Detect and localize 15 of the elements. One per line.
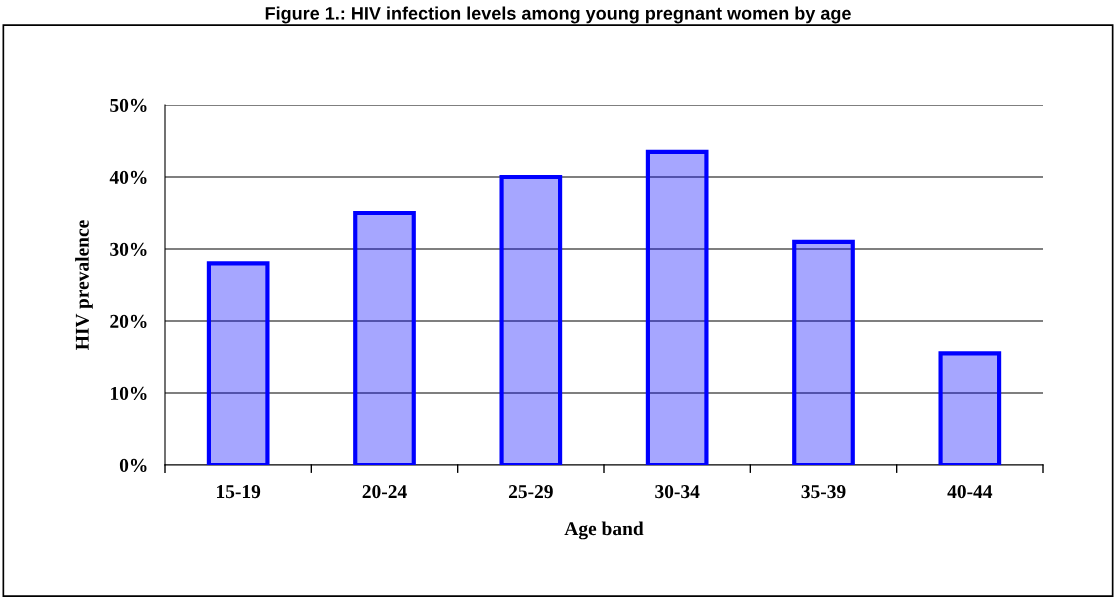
x-tick-label: 35-39 [801, 485, 846, 499]
x-tick-label: 40-44 [947, 485, 993, 499]
y-tick-label: 10% [111, 386, 147, 400]
x-axis-title: Age band [564, 521, 644, 540]
x-tick-label: 25-29 [508, 485, 553, 499]
y-axis-title: HIV prevalence [75, 220, 93, 350]
y-tick-label: 50% [110, 98, 147, 112]
chart-title: Figure 1.: HIV infection levels among young pregnant women by age [265, 6, 851, 24]
x-tick-label: 15-19 [217, 485, 261, 499]
x-tick-label: 20-24 [362, 485, 407, 499]
x-tick-label: 30-34 [655, 485, 700, 499]
y-tick-label: 30% [110, 242, 147, 256]
y-tick-label: 40% [109, 170, 147, 184]
y-tick-label: 0% [119, 458, 147, 472]
y-tick-label: 20% [110, 314, 147, 328]
